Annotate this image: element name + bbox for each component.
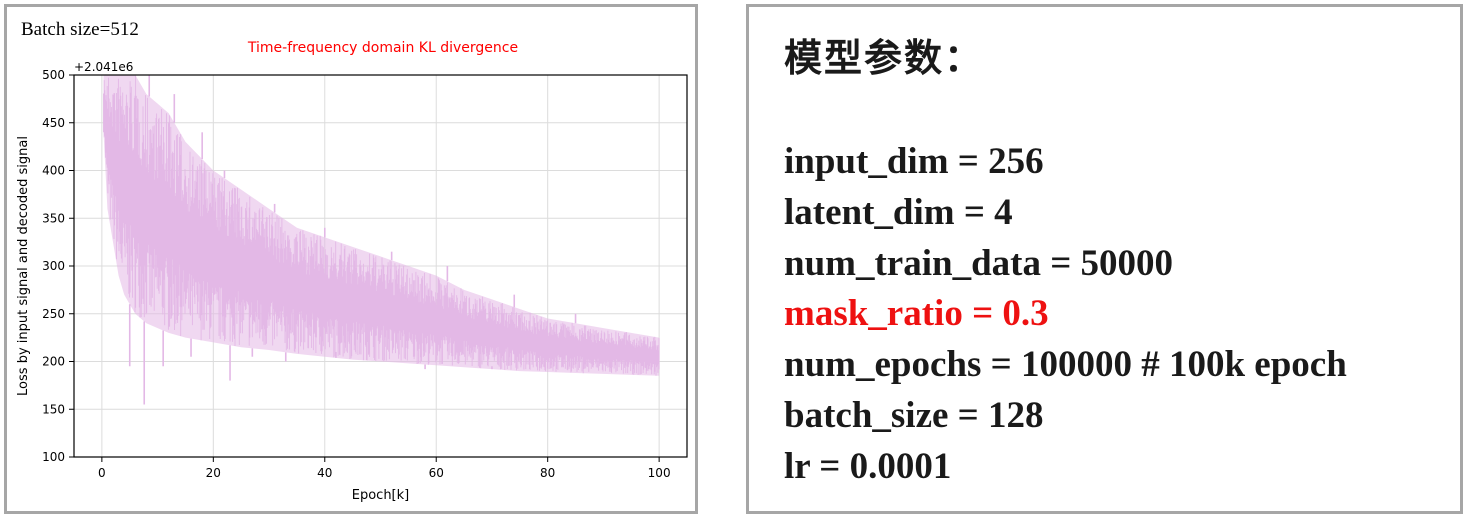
series-loss xyxy=(103,75,660,405)
y-tick-label: 350 xyxy=(42,211,65,225)
y-offset-text: +2.041e6 xyxy=(74,60,133,74)
axis-ticks: 0 20 40 60 80 100 100 150 200 250 300 350 400 450 500 xyxy=(42,68,670,480)
x-axis-label: Epoch[k] xyxy=(352,488,409,503)
loss-chart: 0 20 40 60 80 100100150200250300350400450500 … xyxy=(16,40,688,503)
param-lr: lr = 0.0001 xyxy=(784,445,952,487)
x-tick-label: 0 xyxy=(98,466,106,480)
y-tick-label: 400 xyxy=(42,164,65,178)
params-list: input_dim = 256 latent_dim = 4 num_train… xyxy=(784,137,1347,493)
x-tick-label: 20 xyxy=(206,466,221,480)
param-input-dim: input_dim = 256 xyxy=(784,141,1044,182)
y-tick-label: 300 xyxy=(42,259,65,273)
loss-line xyxy=(103,75,660,376)
param-num-train-data: num_train_data = 50000 xyxy=(784,242,1174,284)
param-batch-size: batch_size = 128 xyxy=(784,394,1044,436)
y-tick-label: 250 xyxy=(42,307,65,321)
x-tick-label: 100 xyxy=(648,466,671,480)
param-mask-ratio: mask_ratio = 0.3 xyxy=(784,293,1049,335)
y-tick-label: 500 xyxy=(42,68,65,82)
batch-size-label: Batch size=512 xyxy=(21,19,139,40)
x-tick-label: 60 xyxy=(429,466,444,480)
param-latent-dim: latent_dim = 4 xyxy=(784,191,1013,233)
y-axis-label: Loss by input signal and decoded signal xyxy=(16,136,31,396)
chart-title: Time-frequency domain KL divergence xyxy=(247,40,518,56)
y-tick-label: 200 xyxy=(42,355,65,369)
params-panel: 模型参数： input_dim = 256 latent_dim = 4 num… xyxy=(746,4,1463,514)
param-num-epochs: num_epochs = 100000 # 100k epoch xyxy=(784,344,1347,386)
chart-panel: Batch size=512 0 20 40 60 80 100 100 150 200 250 3… xyxy=(4,4,698,514)
params-title: 模型参数： xyxy=(784,35,985,80)
x-tick-label: 40 xyxy=(317,466,332,480)
y-tick-label: 100 xyxy=(42,450,65,464)
y-tick-label: 150 xyxy=(42,402,65,416)
y-tick-label: 450 xyxy=(42,116,65,130)
x-tick-label: 80 xyxy=(540,466,555,480)
